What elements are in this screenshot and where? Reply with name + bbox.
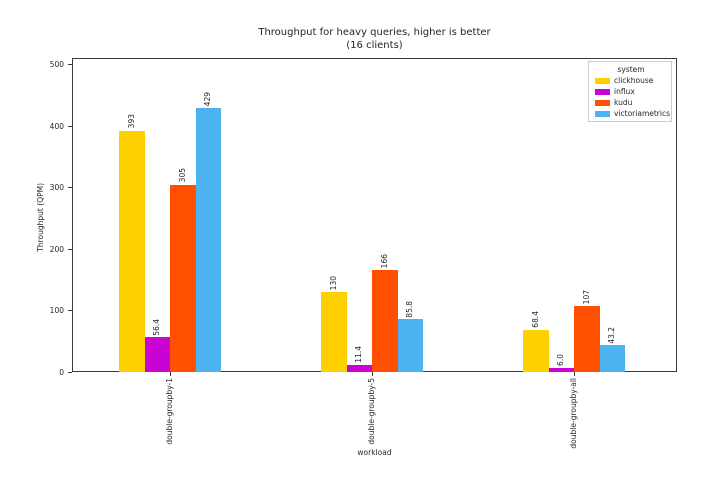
- legend-entry-influx: influx: [595, 86, 667, 97]
- bar-value-label: 393: [126, 114, 136, 129]
- bar-value-label: 429: [203, 92, 213, 107]
- x-tick-label: double-groupby-all: [569, 378, 578, 449]
- bar-influx-double-groupby-all: [548, 368, 574, 372]
- y-tick: [68, 64, 72, 66]
- bar-value-label: 130: [328, 275, 338, 291]
- x-tick: [573, 372, 575, 376]
- bar-value-label: 56.4: [152, 318, 162, 336]
- chart-title-line2: (16 clients): [346, 40, 403, 51]
- bar-kudu-double-groupby-5: [372, 269, 398, 372]
- chart-title: Throughput for heavy queries, higher is …: [72, 26, 677, 52]
- bar-kudu-double-groupby-all: [574, 306, 600, 372]
- legend-entry-label: clickhouse: [614, 76, 654, 85]
- legend: system clickhouse influx kudu victoriametri…: [588, 61, 672, 122]
- legend-swatch-icon: [595, 88, 610, 95]
- legend-entry-victoriametrics: victoriametrics: [595, 108, 670, 119]
- x-tick: [371, 372, 373, 376]
- y-axis-label: Throughput (QPM): [36, 183, 45, 252]
- bar-value-label: 166: [379, 253, 389, 268]
- bar-value-label: 6.0: [556, 354, 566, 367]
- legend-swatch-icon: [595, 110, 610, 117]
- y-tick: [68, 371, 72, 373]
- chart-title-line1: Throughput for heavy queries, higher is …: [258, 27, 491, 38]
- bar-value-label: 43.2: [607, 326, 617, 344]
- legend-swatch-icon: [595, 77, 610, 84]
- legend-title: system: [617, 65, 645, 74]
- legend-entries: clickhouse influx kudu victoriametrics: [595, 75, 670, 119]
- y-tick: [68, 125, 72, 127]
- bar-clickhouse-double-groupby-5: [321, 292, 347, 372]
- bar-value-label: 107: [581, 289, 591, 305]
- x-tick: [169, 372, 171, 376]
- y-tick-label: 0: [59, 367, 64, 377]
- bar-kudu-double-groupby-1: [170, 184, 196, 372]
- bar-value-label: 68.4: [530, 311, 540, 328]
- y-tick: [68, 187, 72, 189]
- y-tick-label: 200: [49, 244, 64, 254]
- x-axis-label: workload: [357, 448, 392, 457]
- legend-entry-label: victoriametrics: [614, 109, 670, 118]
- bar-clickhouse-double-groupby-all: [523, 329, 549, 372]
- y-tick-label: 300: [49, 183, 64, 193]
- legend-entry-clickhouse: clickhouse: [595, 75, 667, 86]
- bar-victoriametrics-double-groupby-5: [397, 319, 423, 372]
- x-tick-label: double-groupby-5: [367, 378, 376, 445]
- y-tick: [68, 248, 72, 250]
- y-tick-label: 500: [49, 60, 64, 70]
- y-tick-label: 100: [49, 306, 64, 316]
- bar-victoriametrics-double-groupby-all: [599, 345, 625, 372]
- bar-value-label: 85.8: [405, 300, 415, 318]
- bar-influx-double-groupby-5: [346, 364, 372, 372]
- y-tick: [68, 310, 72, 312]
- bar-victoriametrics-double-groupby-1: [195, 108, 221, 372]
- legend-entry-label: influx: [614, 87, 635, 96]
- bar-clickhouse-double-groupby-1: [119, 130, 145, 372]
- legend-swatch-icon: [595, 99, 610, 106]
- bar-value-label: 11.4: [354, 346, 364, 363]
- y-tick-label: 400: [49, 121, 64, 131]
- legend-entry-label: kudu: [614, 98, 633, 107]
- x-tick-label: double-groupby-1: [165, 378, 174, 445]
- legend-entry-kudu: kudu: [595, 97, 667, 108]
- bar-influx-double-groupby-1: [144, 337, 170, 372]
- bar-value-label: 305: [177, 168, 187, 183]
